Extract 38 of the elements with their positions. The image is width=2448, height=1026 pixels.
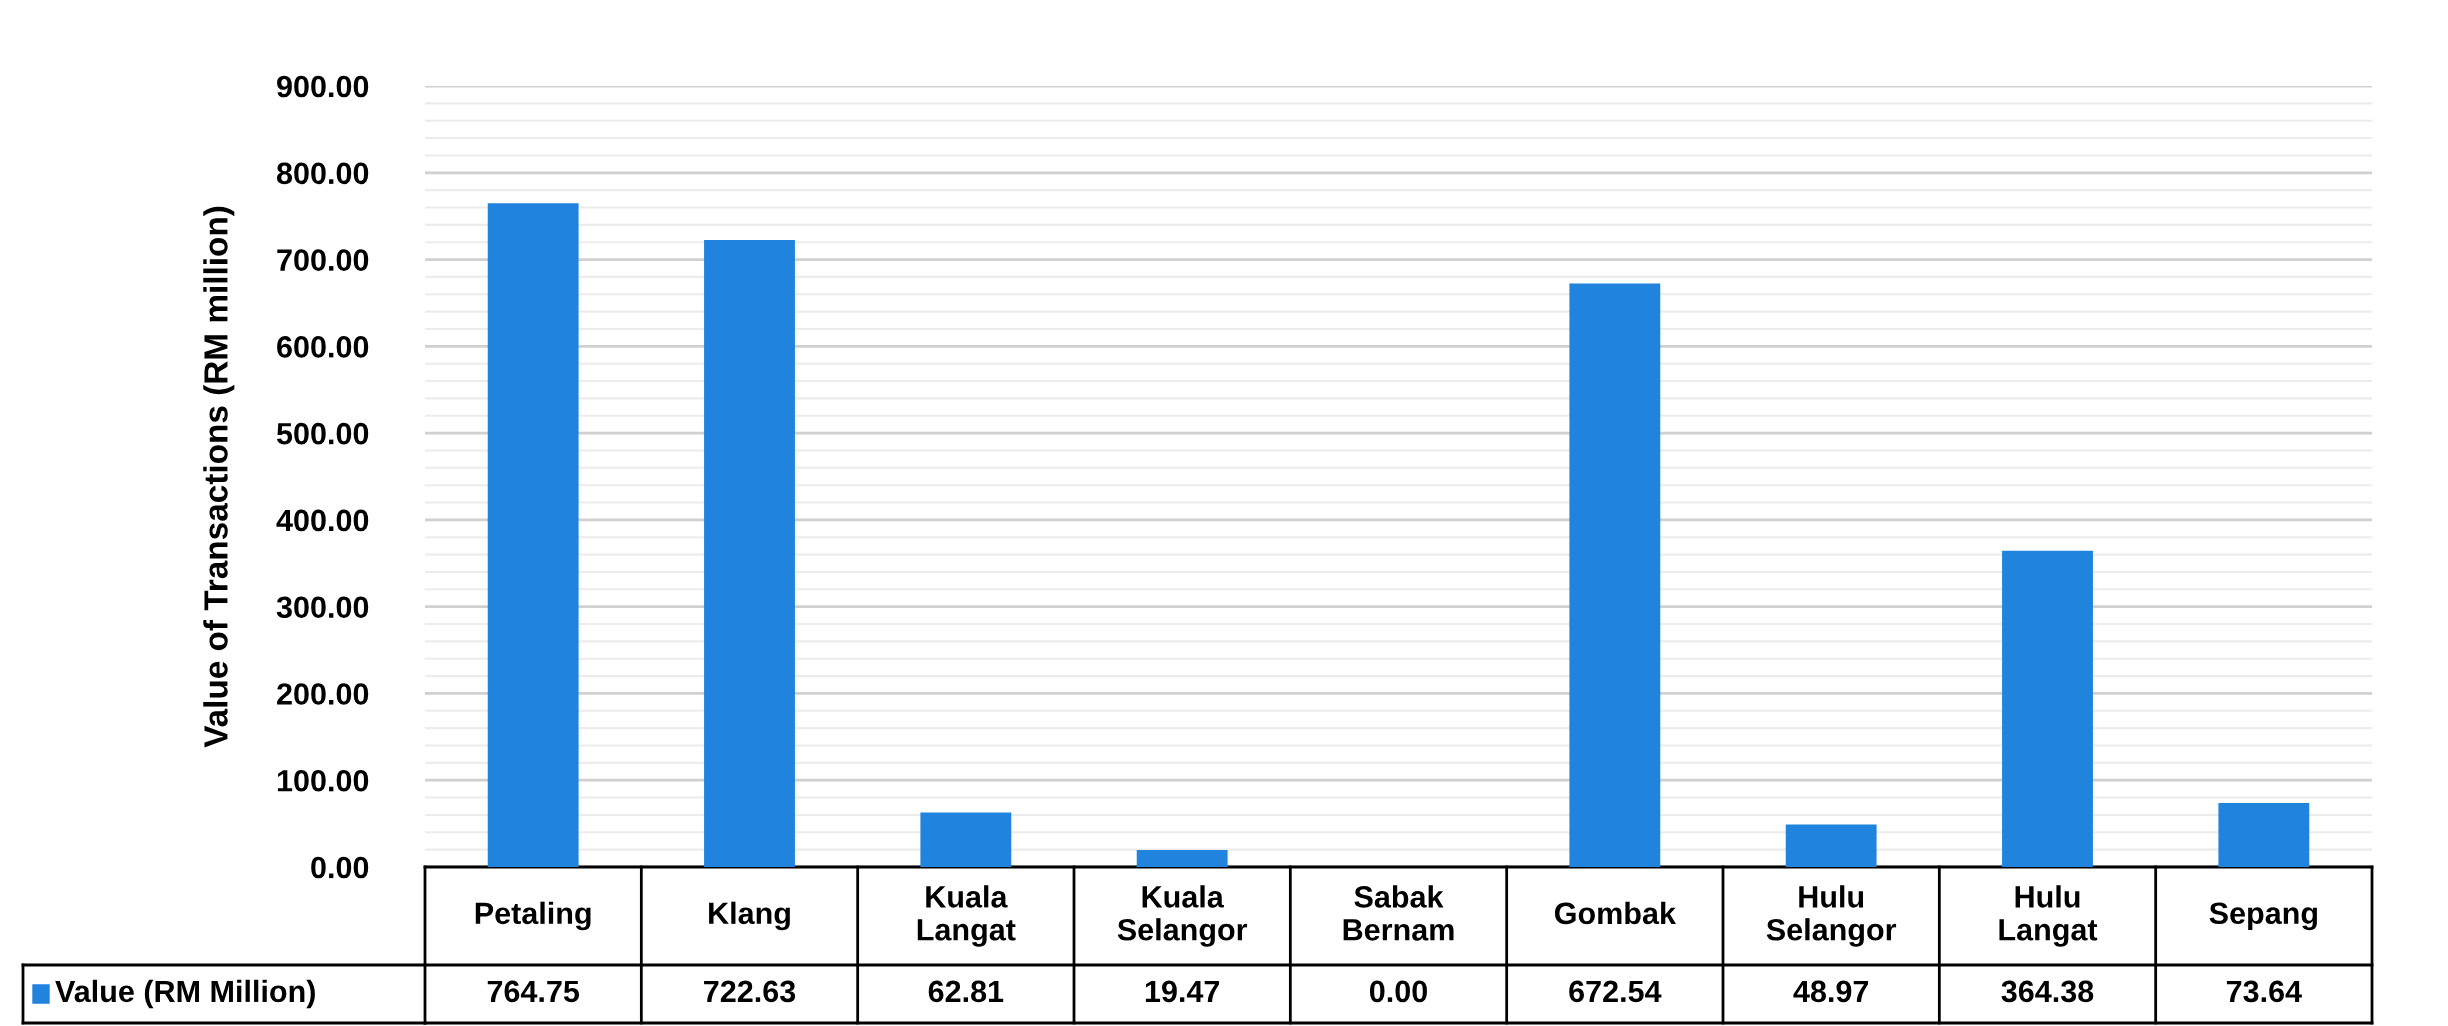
y-tick-label: 800.00 [276, 162, 369, 185]
x-tick-label: Sabak Bernam [1343, 885, 1454, 941]
y-tick-label: 300.00 [276, 596, 369, 619]
data-label: 0.00 [1369, 980, 1427, 1003]
bar [487, 203, 579, 867]
x-tick-label: Gombak [1554, 901, 1676, 925]
bar [2218, 803, 2310, 867]
y-tick-label: 700.00 [277, 249, 369, 271]
x-tick-label: Hulu Langat [1999, 885, 2098, 947]
bar [1136, 850, 1228, 867]
bar [2002, 550, 2093, 867]
x-tick-label: Sepang [2209, 902, 2317, 931]
y-tick-label: 500.00 [276, 422, 369, 445]
data-label: 364.38 [2001, 980, 2094, 1003]
x-tick-label: Hulu Selangor [1766, 885, 1897, 947]
bar [920, 812, 1012, 867]
y-axis-title: Value of Transactions (RM million) [203, 206, 235, 748]
data-label: 48.97 [1793, 980, 1869, 1003]
bar [704, 239, 795, 867]
y-tick-label: 0.00 [311, 856, 369, 879]
data-label: 764.75 [487, 980, 580, 1003]
y-tick-label: 600.00 [277, 336, 369, 358]
data-label: 19.47 [1145, 980, 1220, 1003]
bar [1569, 283, 1661, 867]
data-label: 722.63 [704, 980, 796, 1003]
data-label: 672.54 [1569, 980, 1662, 1003]
data-label: 73.64 [2226, 980, 2302, 1003]
x-tick-label: Kuala Selangor [1117, 885, 1248, 947]
y-tick-label: 100.00 [277, 769, 369, 792]
y-tick-label: 400.00 [276, 509, 369, 532]
data-label: 62.81 [928, 980, 1004, 1003]
x-tick-label: Klang [709, 901, 790, 931]
bar [1785, 824, 1877, 867]
legend-label: Value (RM Million) [55, 979, 315, 1009]
x-tick-label: Kuala Langat [917, 885, 1016, 947]
y-tick-label: 200.00 [277, 683, 369, 705]
x-tick-label: Petaling [475, 901, 591, 931]
y-tick-label: 900.00 [277, 75, 369, 98]
